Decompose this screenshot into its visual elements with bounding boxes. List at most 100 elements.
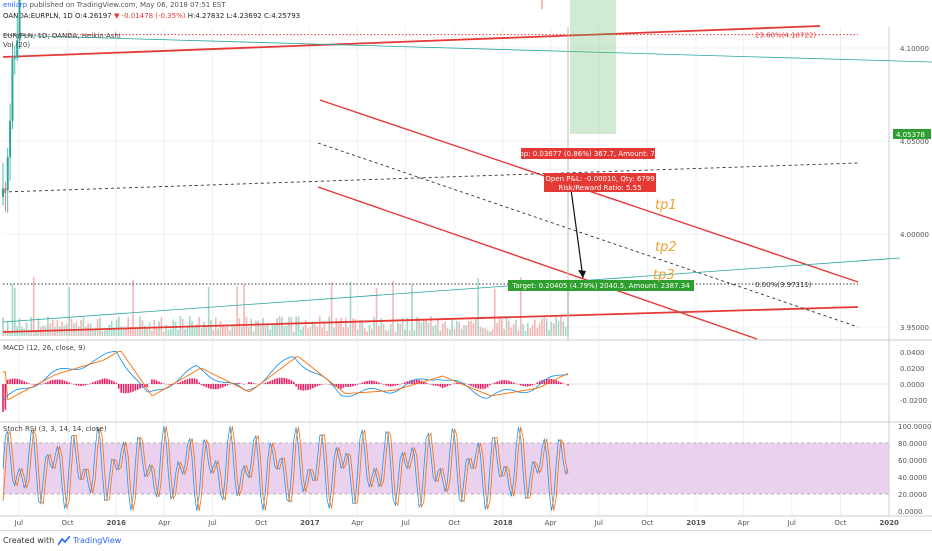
- macd-histogram-bar: [109, 379, 111, 384]
- volume-bar: [293, 332, 295, 336]
- macd-histogram-bar: [57, 380, 59, 384]
- macd-histogram-bar: [354, 384, 356, 386]
- macd-histogram-bar: [196, 379, 198, 384]
- macd-histogram-bar: [9, 379, 11, 384]
- volume-bar: [463, 325, 465, 336]
- volume-bar: [553, 324, 555, 336]
- volume-bar: [243, 284, 245, 336]
- volume-bar: [146, 329, 148, 336]
- tp-annotation-1: tp1: [655, 198, 677, 213]
- macd-histogram-bar: [489, 384, 491, 385]
- volume-bar: [510, 328, 512, 336]
- macd-histogram-bar: [184, 380, 186, 384]
- macd-histogram-bar: [567, 384, 569, 386]
- macd-histogram-bar: [12, 379, 14, 384]
- volume-bar: [340, 318, 342, 336]
- volume-bar: [26, 323, 28, 336]
- macd-histogram-bar: [392, 384, 394, 386]
- volume-bar: [518, 330, 520, 336]
- time-tick-label: Oct: [255, 519, 267, 527]
- macd-histogram-bar: [274, 379, 276, 384]
- volume-bar: [291, 317, 293, 336]
- macd-histogram-bar: [312, 384, 314, 388]
- macd-histogram-bar: [104, 378, 106, 384]
- macd-histogram-bar: [558, 381, 560, 384]
- macd-tick-label: 0.0000: [900, 381, 925, 389]
- macd-histogram-bar: [503, 380, 505, 384]
- macd-tick-label: 0.0400: [900, 349, 925, 357]
- volume-bar: [246, 317, 248, 336]
- macd-histogram-bar: [194, 379, 196, 384]
- volume-bar: [274, 323, 276, 336]
- volume-bar: [295, 316, 297, 336]
- time-tick-label: Jul: [14, 519, 24, 527]
- macd-histogram-bar: [454, 383, 456, 384]
- volume-bar: [487, 330, 489, 336]
- macd-histogram-bar: [496, 382, 498, 384]
- macd-histogram-bar: [248, 382, 250, 384]
- position-tool[interactable]: Stop: 0.03677 (0.86%) 367.7, Amount: 750…: [508, 0, 694, 291]
- volume-bar: [321, 327, 323, 336]
- volume-bar: [104, 330, 106, 336]
- macd-histogram-bar: [198, 383, 200, 384]
- volume-bar: [177, 330, 179, 336]
- macd-histogram-bar: [33, 384, 35, 385]
- macd-histogram-bar: [291, 380, 293, 384]
- macd-histogram-bar: [137, 384, 139, 390]
- macd-histogram-bar: [347, 384, 349, 387]
- volume-bar: [347, 327, 349, 336]
- legend-title: EUR/PLN, 1D, OANDA, Heikin Ashi: [3, 32, 121, 40]
- macd-histogram-bar: [239, 383, 241, 384]
- volume-bar: [548, 330, 550, 336]
- volume-bar: [435, 325, 437, 336]
- volume-bar: [324, 322, 326, 336]
- macd-histogram-bar: [536, 382, 538, 384]
- volume-bar: [307, 328, 309, 336]
- macd-histogram-bar: [130, 384, 132, 392]
- macd-histogram-bar: [470, 384, 472, 386]
- volume-bar: [515, 320, 517, 336]
- trading-chart[interactable]: 100.00%(4.54135)78.60%(4.41875)61.80%(4.…: [0, 0, 932, 530]
- volume-bar: [201, 328, 203, 336]
- volume-bar: [529, 328, 531, 336]
- macd-histogram-bar: [506, 380, 508, 384]
- macd-histogram-bar: [189, 379, 191, 384]
- macd-histogram-bar: [203, 384, 205, 386]
- volume-bar: [494, 289, 496, 336]
- macd-histogram-bar: [281, 378, 283, 384]
- stop-label-text: Stop: 0.03677 (0.86%) 367.7, Amount: 750: [512, 150, 664, 158]
- volume-bar: [421, 323, 423, 336]
- macd-histogram-bar: [118, 384, 120, 389]
- macd-histogram-bar: [215, 384, 217, 389]
- macd-histogram-bar: [151, 379, 153, 384]
- time-tick-label: Apr: [351, 519, 363, 527]
- volume-bar: [109, 325, 111, 336]
- volume-bar: [52, 320, 54, 336]
- macd-histogram-bar: [78, 384, 80, 386]
- macd-histogram-bar: [513, 382, 515, 384]
- volume-bar: [57, 320, 59, 336]
- macd-histogram-bar: [286, 378, 288, 384]
- volume-bar: [466, 325, 468, 336]
- macd-histogram-bar: [210, 384, 212, 389]
- macd-histogram-bar: [435, 384, 437, 386]
- macd-histogram-bar: [395, 384, 397, 386]
- macd-histogram-bar: [442, 384, 444, 388]
- macd-histogram-bar: [440, 384, 442, 387]
- volume-bar: [343, 327, 345, 336]
- macd-histogram-bar: [135, 384, 137, 391]
- tradingview-brand[interactable]: TradingView: [73, 536, 121, 545]
- volume-bar: [23, 329, 25, 336]
- macd-histogram-bar: [473, 384, 475, 387]
- volume-bar: [220, 321, 222, 336]
- volume-bar: [286, 326, 288, 336]
- macd-histogram-bar: [449, 384, 451, 385]
- macd-histogram-bar: [132, 384, 134, 392]
- macd-histogram-bar: [2, 384, 4, 412]
- volume-bar: [113, 329, 115, 336]
- macd-histogram-bar: [508, 381, 510, 384]
- volume-bar: [470, 321, 472, 336]
- macd-histogram-bar: [317, 384, 319, 386]
- volume-bar: [281, 317, 283, 336]
- macd-histogram-bar: [293, 382, 295, 384]
